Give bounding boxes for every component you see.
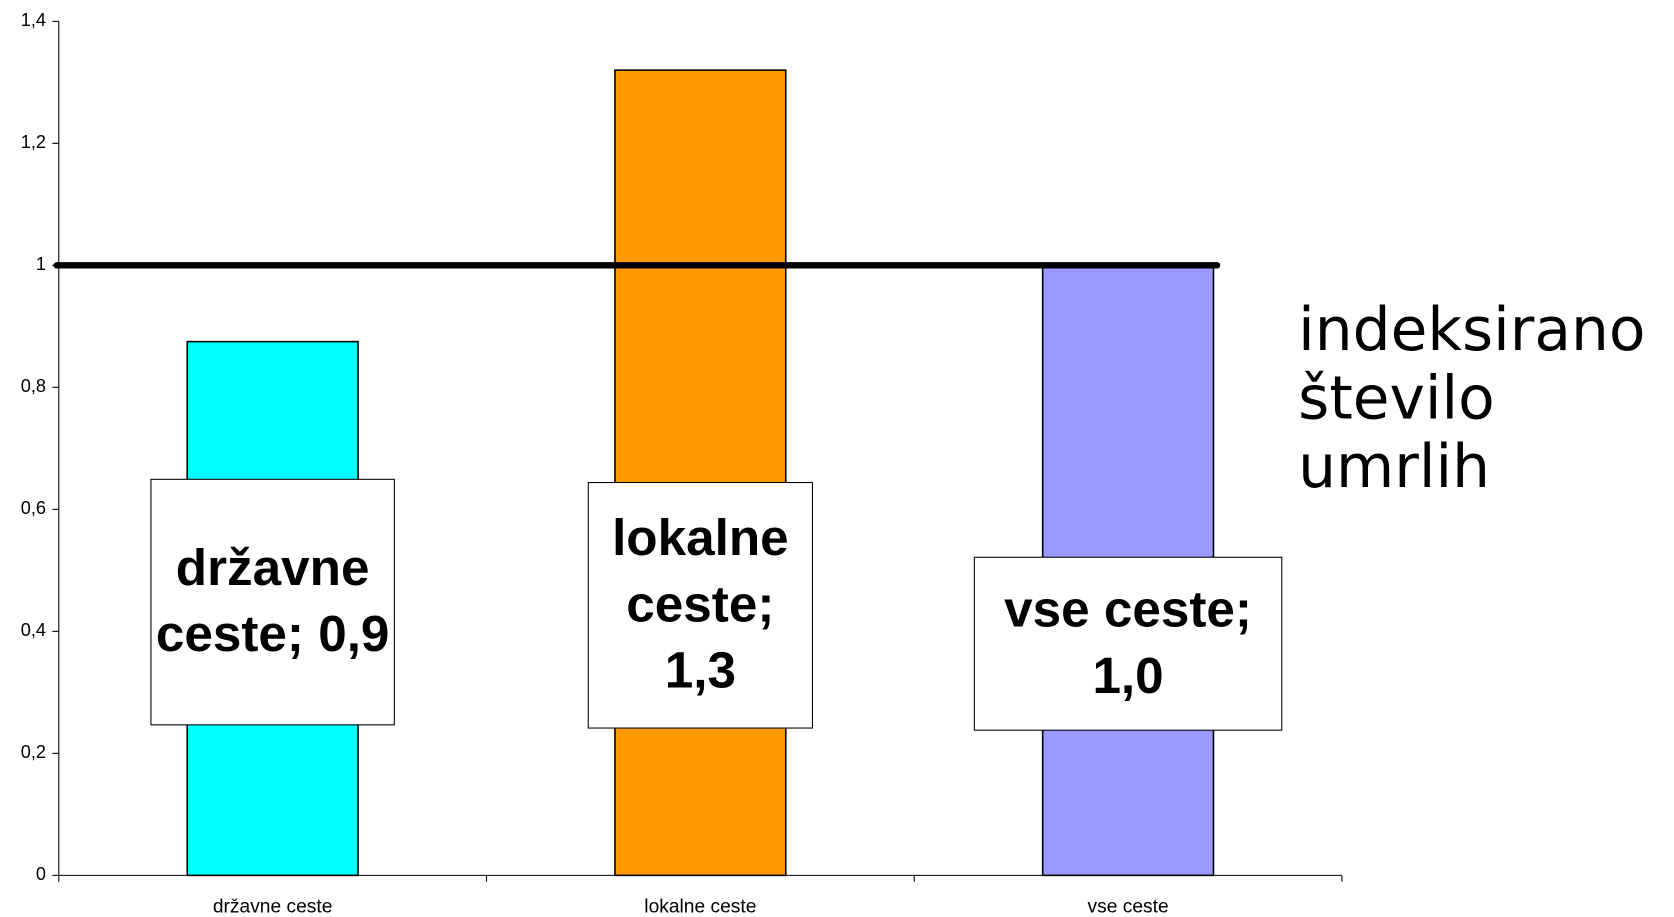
y-tick-label: 0,6 — [21, 498, 46, 518]
data-label: vse ceste; 1,0 — [1004, 581, 1252, 705]
data-label: državne ceste; 0,9 — [155, 540, 390, 663]
y-tick-label: 0,2 — [21, 742, 46, 762]
data-label-area: vse ceste; 1,0 — [1004, 581, 1252, 705]
data-label-box — [587, 481, 813, 729]
data-label: lokalne ceste; 1,3 — [612, 510, 789, 700]
y-tick-label: 0,8 — [21, 376, 46, 396]
bar — [614, 69, 787, 877]
x-tick-label: vse ceste — [1088, 896, 1169, 917]
data-label-area: državne ceste; 0,9 — [155, 540, 390, 663]
data-label-box — [973, 556, 1283, 731]
data-label-area: lokalne ceste; 1,3 — [612, 510, 789, 700]
y-tick-label: 1,4 — [21, 10, 46, 30]
data-label-box — [150, 478, 395, 726]
annotation-box: indeksirano število umrlih — [1298, 296, 1646, 502]
y-tick-label: 1,2 — [21, 132, 46, 152]
annotation: indeksirano število umrlih — [1298, 296, 1646, 502]
x-tick-label: lokalne ceste — [644, 896, 756, 917]
x-tick-label: državne ceste — [213, 896, 333, 917]
y-tick-label: 0,4 — [21, 620, 46, 640]
y-tick-label: 1 — [36, 254, 46, 274]
y-tick-label: 0 — [36, 864, 46, 884]
